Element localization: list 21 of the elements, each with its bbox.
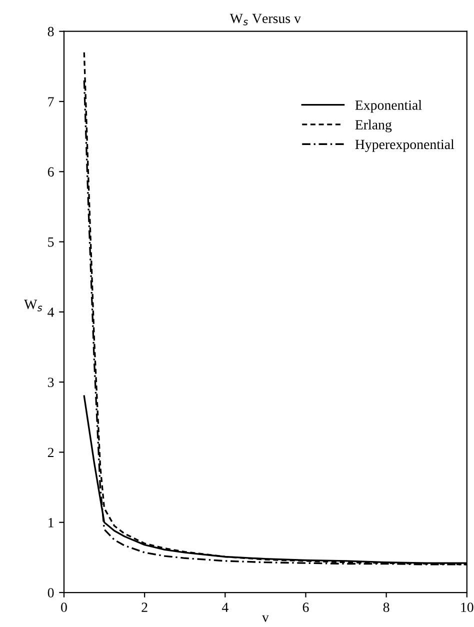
x-tick-label: 4 (222, 602, 228, 612)
x-tick-label: 2 (142, 602, 148, 612)
legend-label: Erlang (355, 120, 392, 132)
x-tick-label: 0 (61, 602, 67, 612)
y-tick-label: 5 (48, 238, 54, 247)
y-tick-label: 8 (48, 26, 54, 36)
x-tick-label: 10 (461, 602, 474, 612)
x-tick-label: 8 (383, 602, 390, 612)
y-tick-label: 7 (48, 97, 54, 106)
chart-title: W$_{s}$ Versus v (230, 14, 301, 26)
legend-label: Exponential (355, 100, 422, 113)
y-tick-label: 1 (48, 518, 54, 528)
y-tick-label: 4 (48, 308, 54, 317)
x-axis-title: v (262, 615, 269, 622)
y-tick-label: 0 (48, 588, 54, 598)
y-tick-label: 2 (48, 448, 54, 458)
legend-label: Hyperexponential (355, 139, 454, 152)
y-tick-label: 3 (48, 378, 54, 388)
y-tick-label: 6 (48, 167, 54, 177)
y-axis-title: W$_{s}$ (24, 300, 42, 312)
x-tick-label: 6 (302, 602, 309, 612)
